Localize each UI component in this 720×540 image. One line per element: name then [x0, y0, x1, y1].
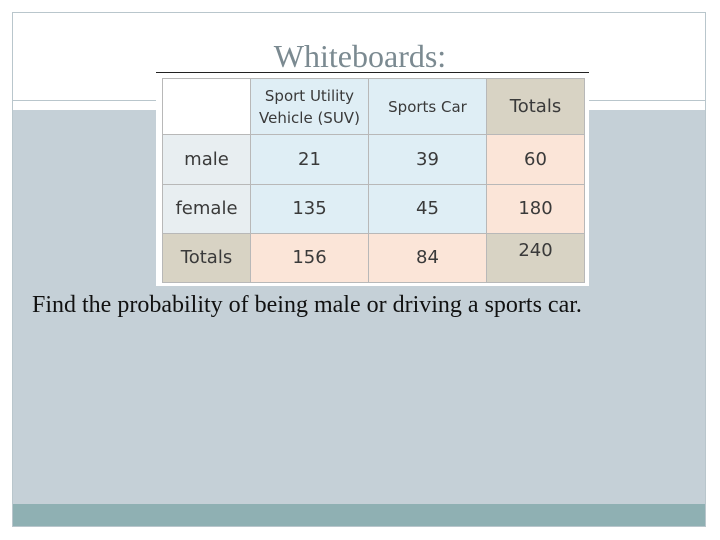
- footer-bar: [13, 504, 705, 526]
- question-text: Find the probability of being male or dr…: [32, 292, 582, 318]
- column-header-sports-car: Sports Car: [368, 77, 487, 136]
- cell-male-sports-car: 39: [368, 134, 487, 185]
- table-row-male: male 21 39 60: [162, 134, 585, 185]
- table-corner-cell: [162, 77, 251, 136]
- row-label-female: female: [162, 183, 251, 234]
- row-label-male: male: [162, 134, 251, 185]
- cell-totals-sports-car: 84: [368, 232, 487, 284]
- column-header-suv: Sport Utility Vehicle (SUV): [250, 77, 369, 136]
- row-label-totals: Totals: [162, 232, 251, 284]
- table-header-row: Sport Utility Vehicle (SUV) Sports Car T…: [162, 77, 585, 136]
- title-underline: [156, 72, 589, 73]
- cell-grand-total: 240: [486, 232, 585, 284]
- table-row-female: female 135 45 180: [162, 183, 585, 234]
- cell-totals-suv: 156: [250, 232, 369, 284]
- cell-female-suv: 135: [250, 183, 369, 234]
- column-header-totals: Totals: [486, 77, 585, 136]
- cell-male-totals: 60: [486, 134, 585, 185]
- slide-title: Whiteboards:: [273, 38, 447, 74]
- contingency-table-image: Sport Utility Vehicle (SUV) Sports Car T…: [156, 74, 589, 286]
- slide-frame: [12, 12, 706, 527]
- cell-female-sports-car: 45: [368, 183, 487, 234]
- cell-male-suv: 21: [250, 134, 369, 185]
- contingency-table: Sport Utility Vehicle (SUV) Sports Car T…: [162, 77, 585, 284]
- cell-female-totals: 180: [486, 183, 585, 234]
- table-row-totals: Totals 156 84 240: [162, 232, 585, 284]
